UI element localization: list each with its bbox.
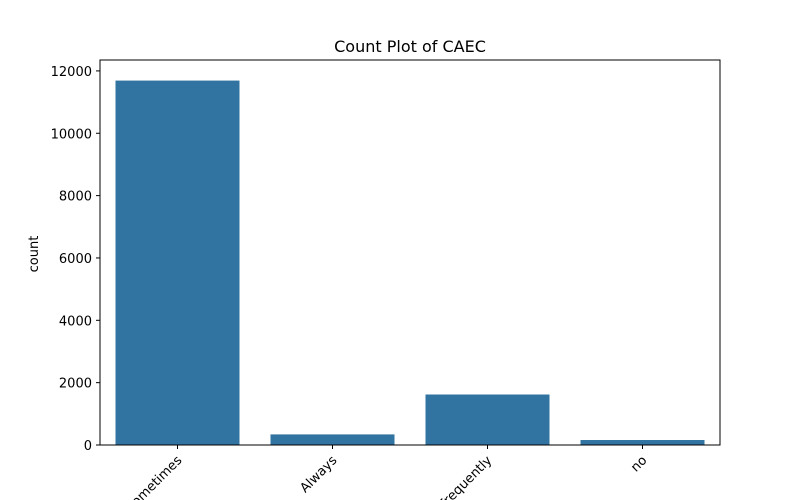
x-axis: Sometimes Always Frequently no: [123, 445, 650, 500]
bar-3: [580, 440, 705, 445]
bar-1: [270, 434, 395, 445]
y-tick-label-4: 8000: [59, 190, 92, 205]
x-tick-label-0: Sometimes: [123, 453, 185, 500]
y-tick-label-5: 10000: [51, 127, 92, 142]
y-axis: 0 2000 4000 6000 8000 10000 12000: [51, 65, 100, 454]
y-tick-label-6: 12000: [51, 65, 92, 80]
bars-group: [115, 80, 705, 446]
y-tick-label-3: 6000: [59, 252, 92, 267]
bar-2: [425, 394, 550, 445]
x-tick-label-3: no: [628, 453, 650, 475]
y-tick-label-0: 0: [84, 439, 92, 454]
x-tick-label-2: Frequently: [436, 453, 495, 500]
y-axis-label: count: [27, 236, 42, 273]
bar-0: [115, 80, 240, 446]
plot-frame: [99, 59, 721, 446]
y-tick-label-2: 4000: [59, 314, 92, 329]
chart-title: Count Plot of CAEC: [334, 37, 486, 56]
x-tick-label-1: Always: [297, 453, 340, 496]
y-tick-label-1: 2000: [59, 377, 92, 392]
